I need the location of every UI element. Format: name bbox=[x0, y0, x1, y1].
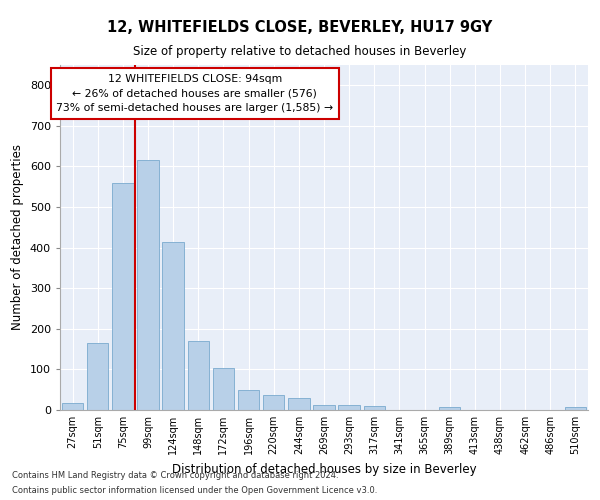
Bar bbox=[263, 394, 284, 410]
Bar bbox=[238, 390, 259, 410]
Bar bbox=[188, 341, 209, 410]
Text: 12 WHITEFIELDS CLOSE: 94sqm
← 26% of detached houses are smaller (576)
73% of se: 12 WHITEFIELDS CLOSE: 94sqm ← 26% of det… bbox=[56, 74, 333, 113]
Text: Contains public sector information licensed under the Open Government Licence v3: Contains public sector information licen… bbox=[12, 486, 377, 495]
Bar bbox=[137, 160, 158, 410]
Bar bbox=[313, 404, 335, 410]
Bar bbox=[112, 182, 134, 410]
Text: 12, WHITEFIELDS CLOSE, BEVERLEY, HU17 9GY: 12, WHITEFIELDS CLOSE, BEVERLEY, HU17 9G… bbox=[107, 20, 493, 35]
Bar bbox=[338, 404, 360, 410]
Bar bbox=[565, 407, 586, 410]
Text: Size of property relative to detached houses in Beverley: Size of property relative to detached ho… bbox=[133, 45, 467, 58]
Y-axis label: Number of detached properties: Number of detached properties bbox=[11, 144, 24, 330]
Bar bbox=[62, 402, 83, 410]
Bar bbox=[213, 368, 234, 410]
Bar bbox=[439, 407, 460, 410]
X-axis label: Distribution of detached houses by size in Beverley: Distribution of detached houses by size … bbox=[172, 462, 476, 475]
Bar bbox=[87, 343, 109, 410]
Bar bbox=[364, 406, 385, 410]
Text: Contains HM Land Registry data © Crown copyright and database right 2024.: Contains HM Land Registry data © Crown c… bbox=[12, 471, 338, 480]
Bar bbox=[163, 242, 184, 410]
Bar bbox=[288, 398, 310, 410]
